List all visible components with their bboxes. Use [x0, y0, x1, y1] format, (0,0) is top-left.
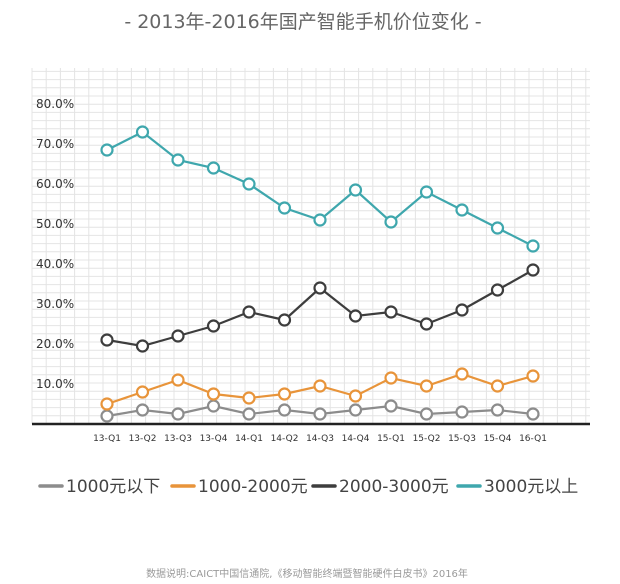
- series-2: [100, 263, 540, 353]
- series-line: [106, 130, 534, 247]
- data-point: [313, 281, 327, 295]
- data-point: [171, 329, 185, 343]
- legend: 1000元以下 1000-2000元 2000-3000元 3000元以上: [38, 477, 578, 497]
- data-point: [526, 407, 540, 421]
- data-point: [242, 177, 256, 191]
- legend-label: 2000-3000元: [339, 477, 449, 497]
- x-tick-label: 14-Q3: [306, 434, 334, 444]
- data-point: [490, 403, 505, 417]
- legend-item: 1000元以下: [38, 477, 160, 497]
- legend-item: 2000-3000元: [311, 477, 449, 497]
- data-point: [526, 369, 540, 383]
- data-point: [206, 319, 221, 333]
- y-tick-label: 40.0%: [36, 257, 74, 271]
- data-point: [100, 397, 114, 411]
- data-point: [419, 379, 434, 393]
- x-tick-label: 16-Q1: [519, 434, 547, 444]
- data-point: [277, 201, 292, 215]
- data-point: [135, 339, 150, 353]
- x-tick-label: 13-Q2: [129, 434, 157, 444]
- x-tick-label: 13-Q1: [93, 434, 121, 444]
- data-point: [419, 407, 434, 421]
- data-point: [277, 403, 292, 417]
- data-point: [490, 221, 505, 235]
- y-tick-label: 80.0%: [36, 97, 74, 111]
- data-point: [277, 387, 292, 401]
- data-point: [313, 379, 327, 393]
- data-point: [171, 153, 185, 167]
- series-layer: [100, 125, 540, 423]
- x-tick-label: 14-Q1: [235, 434, 263, 444]
- data-point: [242, 305, 256, 319]
- legend-item: 3000元以上: [456, 477, 578, 497]
- data-point: [455, 203, 469, 217]
- y-tick-label: 20.0%: [36, 337, 74, 351]
- data-point: [526, 263, 540, 277]
- data-point: [384, 399, 398, 413]
- data-point: [455, 303, 469, 317]
- data-point: [313, 407, 327, 421]
- data-point: [242, 391, 256, 405]
- series-3: [100, 125, 540, 253]
- legend-label: 1000元以下: [66, 477, 160, 497]
- data-point: [526, 239, 540, 253]
- series-0: [100, 399, 540, 423]
- axes: 10.0% 20.0% 30.0% 40.0% 50.0% 60.0% 70.0% 80.0%…: [32, 97, 590, 444]
- data-point: [242, 407, 256, 421]
- series-line: [106, 269, 534, 348]
- x-tick-label: 13-Q4: [200, 434, 228, 444]
- grid: [31, 68, 590, 425]
- x-tick-label: 14-Q2: [271, 434, 299, 444]
- data-point: [455, 405, 469, 419]
- series-1: [100, 367, 540, 411]
- y-tick-label: 10.0%: [36, 377, 74, 391]
- data-point: [384, 215, 398, 229]
- data-point: [348, 389, 363, 403]
- y-tick-label: 50.0%: [36, 217, 74, 231]
- data-point: [384, 305, 398, 319]
- y-tick-label: 70.0%: [36, 137, 74, 151]
- legend-label: 3000元以上: [484, 477, 578, 497]
- x-tick-label: 15-Q1: [377, 434, 405, 444]
- x-tick-label: 15-Q4: [484, 434, 512, 444]
- data-point: [100, 333, 114, 347]
- data-point: [277, 313, 292, 327]
- data-point: [313, 213, 327, 227]
- data-point: [206, 399, 221, 413]
- data-point: [135, 385, 150, 399]
- data-point: [384, 371, 398, 385]
- legend-label: 1000-2000元: [198, 477, 308, 497]
- data-point: [100, 143, 114, 157]
- x-tick-label: 15-Q2: [413, 434, 441, 444]
- data-point: [206, 161, 221, 175]
- legend-item: 1000-2000元: [170, 477, 308, 497]
- data-point: [348, 403, 363, 417]
- data-point: [135, 403, 150, 417]
- x-tick-label: 13-Q3: [164, 434, 192, 444]
- data-point: [419, 317, 434, 331]
- source-note: 数据说明:CAICT中国信通院,《移动智能终端暨智能硬件白皮书》2016年: [146, 567, 468, 580]
- x-tick-label: 14-Q4: [342, 434, 370, 444]
- data-point: [455, 367, 469, 381]
- data-point: [490, 283, 505, 297]
- y-tick-label: 30.0%: [36, 297, 74, 311]
- data-point: [490, 379, 505, 393]
- data-point: [419, 185, 434, 199]
- data-point: [135, 125, 150, 139]
- data-point: [171, 407, 185, 421]
- data-point: [206, 387, 221, 401]
- data-point: [171, 373, 185, 387]
- data-point: [100, 409, 114, 423]
- data-point: [348, 183, 363, 197]
- data-point: [348, 309, 363, 323]
- chart-title: - 2013年-2016年国产智能手机价位变化 -: [124, 11, 481, 33]
- x-tick-label: 15-Q3: [448, 434, 476, 444]
- y-tick-label: 60.0%: [36, 177, 74, 191]
